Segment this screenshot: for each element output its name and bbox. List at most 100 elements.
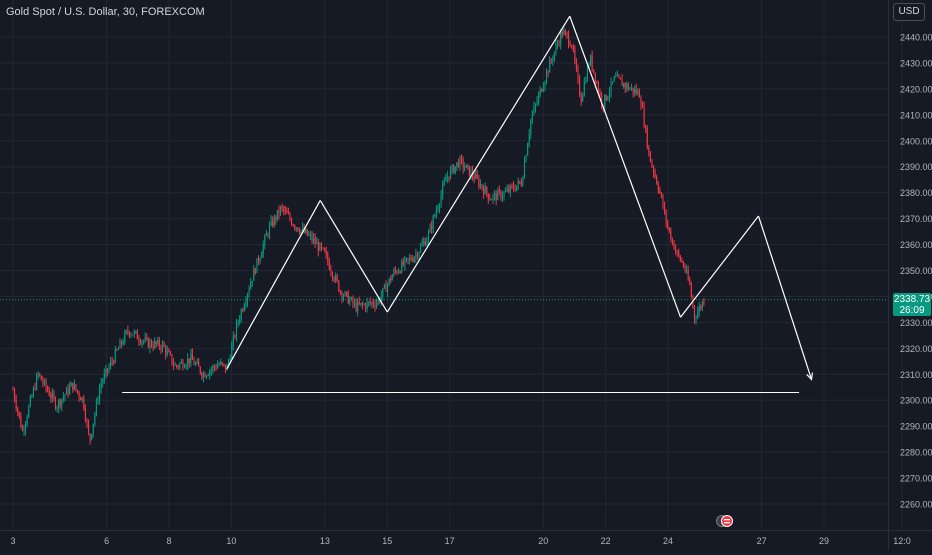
candle-body xyxy=(511,185,512,186)
candle-body xyxy=(179,363,180,366)
candle-body xyxy=(699,307,700,312)
candle-body xyxy=(124,333,125,343)
candle-body xyxy=(409,258,410,259)
candle-body xyxy=(385,285,386,292)
pattern-line[interactable] xyxy=(387,16,569,312)
candle-body xyxy=(522,177,523,185)
candle-body xyxy=(535,104,536,107)
candle-body xyxy=(625,83,626,87)
candle-body xyxy=(315,238,316,244)
drawing-layer[interactable] xyxy=(0,16,888,392)
candle-body xyxy=(596,82,597,83)
symbol-title: Gold Spot / U.S. Dollar, 30, FOREXCOM xyxy=(6,6,205,18)
candle-body xyxy=(94,414,95,424)
candle-body xyxy=(91,434,92,439)
candle-body xyxy=(544,82,545,87)
candle-body xyxy=(688,270,689,279)
candle-body xyxy=(683,262,684,266)
candle-body xyxy=(491,200,492,201)
candle-body xyxy=(407,258,408,259)
candle-body xyxy=(488,194,489,200)
candle-body xyxy=(439,205,440,209)
candle-body xyxy=(107,369,108,372)
candle-body xyxy=(154,341,155,347)
candle-body xyxy=(204,374,205,378)
pattern-line[interactable] xyxy=(681,216,759,317)
price-tick-label: 2410.00 xyxy=(900,110,932,120)
candle-body xyxy=(483,188,484,194)
candle-body xyxy=(308,235,309,236)
candle-body xyxy=(316,243,317,244)
economic-events-flag-icon[interactable] xyxy=(716,513,736,529)
candle-body xyxy=(513,186,514,189)
candle-body xyxy=(418,252,419,257)
price-axis[interactable]: 2260.002270.002280.002290.002300.002310.… xyxy=(889,0,932,550)
candle-body xyxy=(197,362,198,363)
candle-body xyxy=(272,220,273,226)
candle-body xyxy=(241,310,242,319)
candle-body xyxy=(233,336,234,345)
candle-body xyxy=(341,292,342,298)
pattern-line[interactable] xyxy=(227,200,321,369)
candle-body xyxy=(219,364,220,365)
candle-body xyxy=(255,269,256,273)
candle-body xyxy=(198,362,199,367)
candle-body xyxy=(441,195,442,205)
candle-body xyxy=(604,95,605,107)
candle-body xyxy=(502,196,503,198)
currency-button[interactable]: USD xyxy=(893,3,925,21)
candle-body xyxy=(184,367,185,368)
candle-body xyxy=(442,185,443,195)
candle-body xyxy=(538,94,539,101)
pattern-line[interactable] xyxy=(758,216,811,379)
candle-body xyxy=(363,304,364,305)
candle-body xyxy=(562,32,563,35)
pattern-line[interactable] xyxy=(320,200,387,312)
candle-body xyxy=(96,401,97,414)
candle-body xyxy=(401,262,402,273)
candle-body xyxy=(382,288,383,296)
candle-body xyxy=(42,380,43,383)
candle-body xyxy=(651,162,652,167)
candle-body xyxy=(343,296,344,298)
candle-body xyxy=(189,358,190,362)
candle-body xyxy=(90,434,91,440)
candle-body xyxy=(615,76,616,77)
candle-body xyxy=(214,366,215,367)
candle-body xyxy=(585,81,586,82)
candle-body xyxy=(280,207,281,214)
candle-body xyxy=(392,276,393,281)
candle-body xyxy=(507,189,508,191)
candle-body xyxy=(393,270,394,275)
candle-body xyxy=(448,177,449,179)
candle-body xyxy=(563,31,564,35)
candle-body xyxy=(587,67,588,82)
candle-body xyxy=(622,79,623,86)
candle-body xyxy=(66,388,67,395)
candle-body xyxy=(173,364,174,366)
candle-body xyxy=(305,230,306,233)
candle-body xyxy=(217,365,218,368)
time-tick-label: 27 xyxy=(757,536,767,546)
candle-body xyxy=(212,366,213,369)
price-tick-label: 2360.00 xyxy=(900,240,932,250)
candle-body xyxy=(560,32,561,44)
candle-body xyxy=(93,424,94,435)
candle-body xyxy=(395,270,396,271)
candle-body xyxy=(412,260,413,261)
candle-body xyxy=(110,362,111,367)
candle-body xyxy=(288,213,289,214)
candle-body xyxy=(396,271,397,273)
candle-body xyxy=(209,371,210,375)
candle-body xyxy=(101,383,102,388)
candle-body xyxy=(631,88,632,89)
candle-body xyxy=(387,284,388,292)
candle-body xyxy=(452,165,453,169)
candle-body xyxy=(557,44,558,45)
candle-body xyxy=(253,269,254,281)
time-tick-label: 20 xyxy=(538,536,548,546)
candle-body xyxy=(165,347,166,354)
